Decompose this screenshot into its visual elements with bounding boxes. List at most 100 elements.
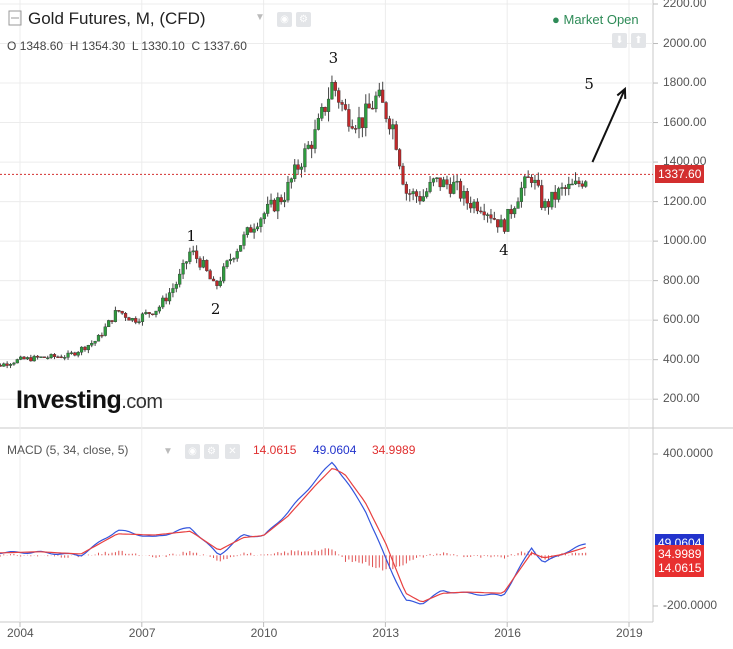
candle-body [296, 164, 300, 170]
arrow-down-icon[interactable]: ⬇ [612, 33, 627, 48]
candle-body [188, 251, 192, 262]
candle-body [25, 357, 30, 360]
candle-body [350, 126, 354, 129]
wave-label-2: 2 [210, 300, 221, 319]
candle-body [445, 179, 449, 185]
candle-body [134, 318, 138, 323]
candle-body [313, 129, 317, 149]
candle-body [529, 177, 534, 183]
price-tick-label: 600.00 [663, 312, 700, 327]
candle-body [32, 355, 36, 362]
macd-gear-icon[interactable]: ⚙ [204, 444, 219, 459]
candle-body [320, 107, 324, 119]
candle-body [245, 227, 249, 235]
candle-body [0, 364, 2, 367]
macd-visibility-icon[interactable]: ◉ [185, 444, 200, 459]
market-status: ● Market Open [552, 12, 639, 27]
candle-body [570, 183, 574, 186]
candle-body [428, 181, 432, 192]
macd-title: MACD (5, 34, close, 5) [7, 443, 129, 457]
candle-body [337, 90, 341, 103]
candle-body [374, 95, 378, 110]
open-value: 1348.60 [19, 39, 64, 53]
menu-icon[interactable] [8, 10, 22, 31]
wave-label-3: 3 [328, 49, 339, 68]
candle-body [316, 118, 321, 130]
price-tick-label: 2200.00 [663, 0, 707, 10]
candle-body [387, 118, 392, 130]
candle-body [326, 98, 331, 112]
candle-body [513, 208, 517, 215]
candle-body [408, 193, 412, 195]
candle-body [127, 317, 131, 321]
candle-body [485, 214, 490, 216]
status-dot-icon: ● [552, 12, 560, 27]
close-label: C [191, 39, 201, 53]
settings-icon[interactable]: ◉ [277, 12, 292, 27]
candle-body [577, 180, 581, 184]
last-price-badge: 1337.60 [655, 165, 705, 184]
candle-body [140, 313, 145, 322]
candle-body [5, 363, 9, 366]
candle-body [205, 260, 209, 271]
candle-body [144, 312, 148, 315]
candle-body [86, 344, 90, 351]
candle-body [29, 357, 33, 362]
chevron-down-icon[interactable]: ▼ [255, 12, 265, 23]
candle-body [117, 310, 121, 312]
candle-body [553, 191, 557, 200]
candle-body [557, 188, 561, 200]
signal-line [0, 467, 586, 603]
candle-body [465, 191, 469, 204]
candle-body [540, 185, 544, 208]
candle-body [482, 211, 486, 216]
macd-close-icon[interactable]: ✕ [225, 444, 240, 459]
macd-line-value: 49.0604 [313, 443, 357, 457]
candle-body [208, 270, 212, 280]
candle-body [475, 201, 480, 212]
gear-icon[interactable]: ⚙ [296, 12, 311, 27]
candle-body [154, 310, 158, 315]
candle-body [401, 165, 405, 185]
candle-body [66, 352, 70, 358]
candle-body [15, 359, 19, 364]
candle-body [276, 197, 280, 212]
candle-body [211, 278, 216, 282]
candle-body [123, 313, 128, 318]
candle-body [496, 219, 500, 228]
candle-body [76, 352, 80, 356]
candle-body [330, 82, 334, 100]
candle-body [506, 208, 510, 232]
arrow-up-icon[interactable]: ⬆ [631, 33, 646, 48]
macd-signal-value: 34.9989 [372, 443, 416, 457]
candle-body [343, 104, 348, 110]
candle-body [584, 181, 588, 187]
candle-body [391, 124, 395, 130]
candle-body [249, 227, 253, 233]
candle-body [364, 103, 368, 129]
candle-body [178, 273, 182, 285]
candle-body [96, 334, 101, 342]
price-tick-label: 2000.00 [663, 35, 707, 50]
candle-body [563, 187, 567, 189]
investing-logo: Investing.com [16, 386, 163, 415]
candle-body [110, 320, 114, 322]
price-tick-label: 400.00 [663, 351, 700, 366]
macd-chevron-down-icon[interactable]: ▼ [163, 446, 173, 457]
low-label: L [131, 39, 139, 53]
candle-body [238, 245, 243, 252]
candle-body [191, 250, 195, 253]
candle-body [431, 178, 436, 183]
candle-body [46, 357, 50, 359]
candle-body [370, 107, 375, 110]
candle-body [499, 219, 503, 228]
candle-body [167, 292, 172, 302]
candle-body [174, 284, 178, 289]
candle-body [479, 210, 483, 213]
candle-body [255, 226, 260, 230]
candle-body [12, 362, 16, 365]
candle-body [404, 184, 408, 194]
candle-body [35, 355, 40, 358]
candle-body [448, 184, 452, 194]
price-tick-label: 1000.00 [663, 233, 707, 248]
